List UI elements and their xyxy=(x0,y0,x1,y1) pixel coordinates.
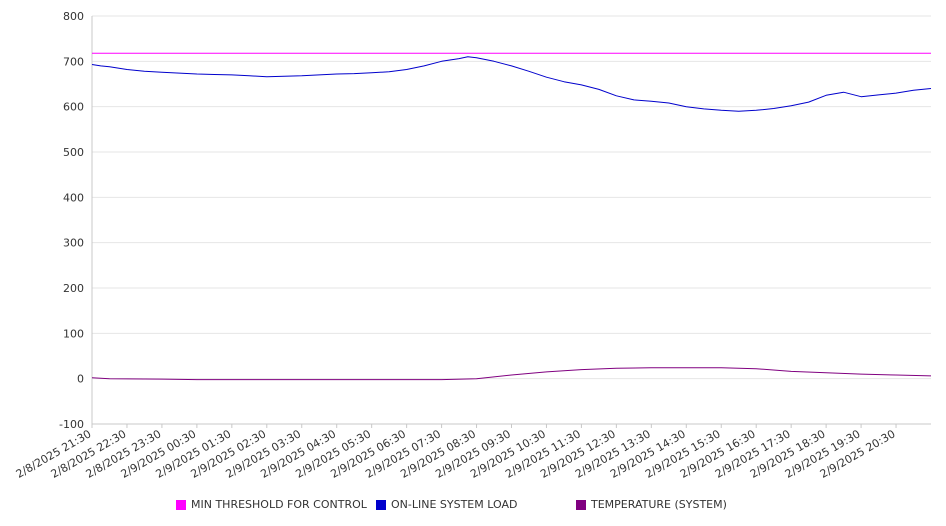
y-tick-label: 400 xyxy=(63,191,84,204)
y-tick-label: 300 xyxy=(63,237,84,250)
legend-label-temperature-system: TEMPERATURE (SYSTEM) xyxy=(591,498,727,511)
y-tick-label: 100 xyxy=(63,327,84,340)
x-tick-labels: 2/8/2025 21:302/8/2025 22:302/8/2025 23:… xyxy=(14,427,898,481)
legend-swatch-min-threshold xyxy=(176,499,186,510)
axes xyxy=(91,16,931,428)
y-tick-label: 700 xyxy=(63,55,84,68)
series-layer xyxy=(91,52,932,381)
legend-item-online-system-load[interactable]: ON-LINE SYSTEM LOAD xyxy=(376,498,517,511)
legend-item-min-threshold[interactable]: MIN THRESHOLD FOR CONTROL xyxy=(176,498,367,511)
y-tick-label: 200 xyxy=(63,282,84,295)
y-tick-labels: -100 0 100 200 300 400 500 600 700 800 xyxy=(59,10,84,431)
legend-item-temperature-system[interactable]: TEMPERATURE (SYSTEM) xyxy=(576,498,727,511)
grid-lines xyxy=(92,15,931,425)
chart-legend: MIN THRESHOLD FOR CONTROL ON-LINE SYSTEM… xyxy=(0,498,946,514)
legend-swatch-online-system-load xyxy=(376,499,386,510)
legend-label-online-system-load: ON-LINE SYSTEM LOAD xyxy=(391,498,518,511)
legend-swatch-temperature-system xyxy=(576,499,586,510)
y-tick-label: 500 xyxy=(63,146,84,159)
y-tick-label: 800 xyxy=(63,10,84,23)
series-line-2 xyxy=(91,367,932,381)
series-line-1 xyxy=(91,56,932,112)
y-tick-label: -100 xyxy=(59,418,84,431)
y-tick-label: 0 xyxy=(77,373,84,386)
legend-label-min-threshold: MIN THRESHOLD FOR CONTROL xyxy=(191,498,367,511)
y-tick-label: 600 xyxy=(63,101,84,114)
